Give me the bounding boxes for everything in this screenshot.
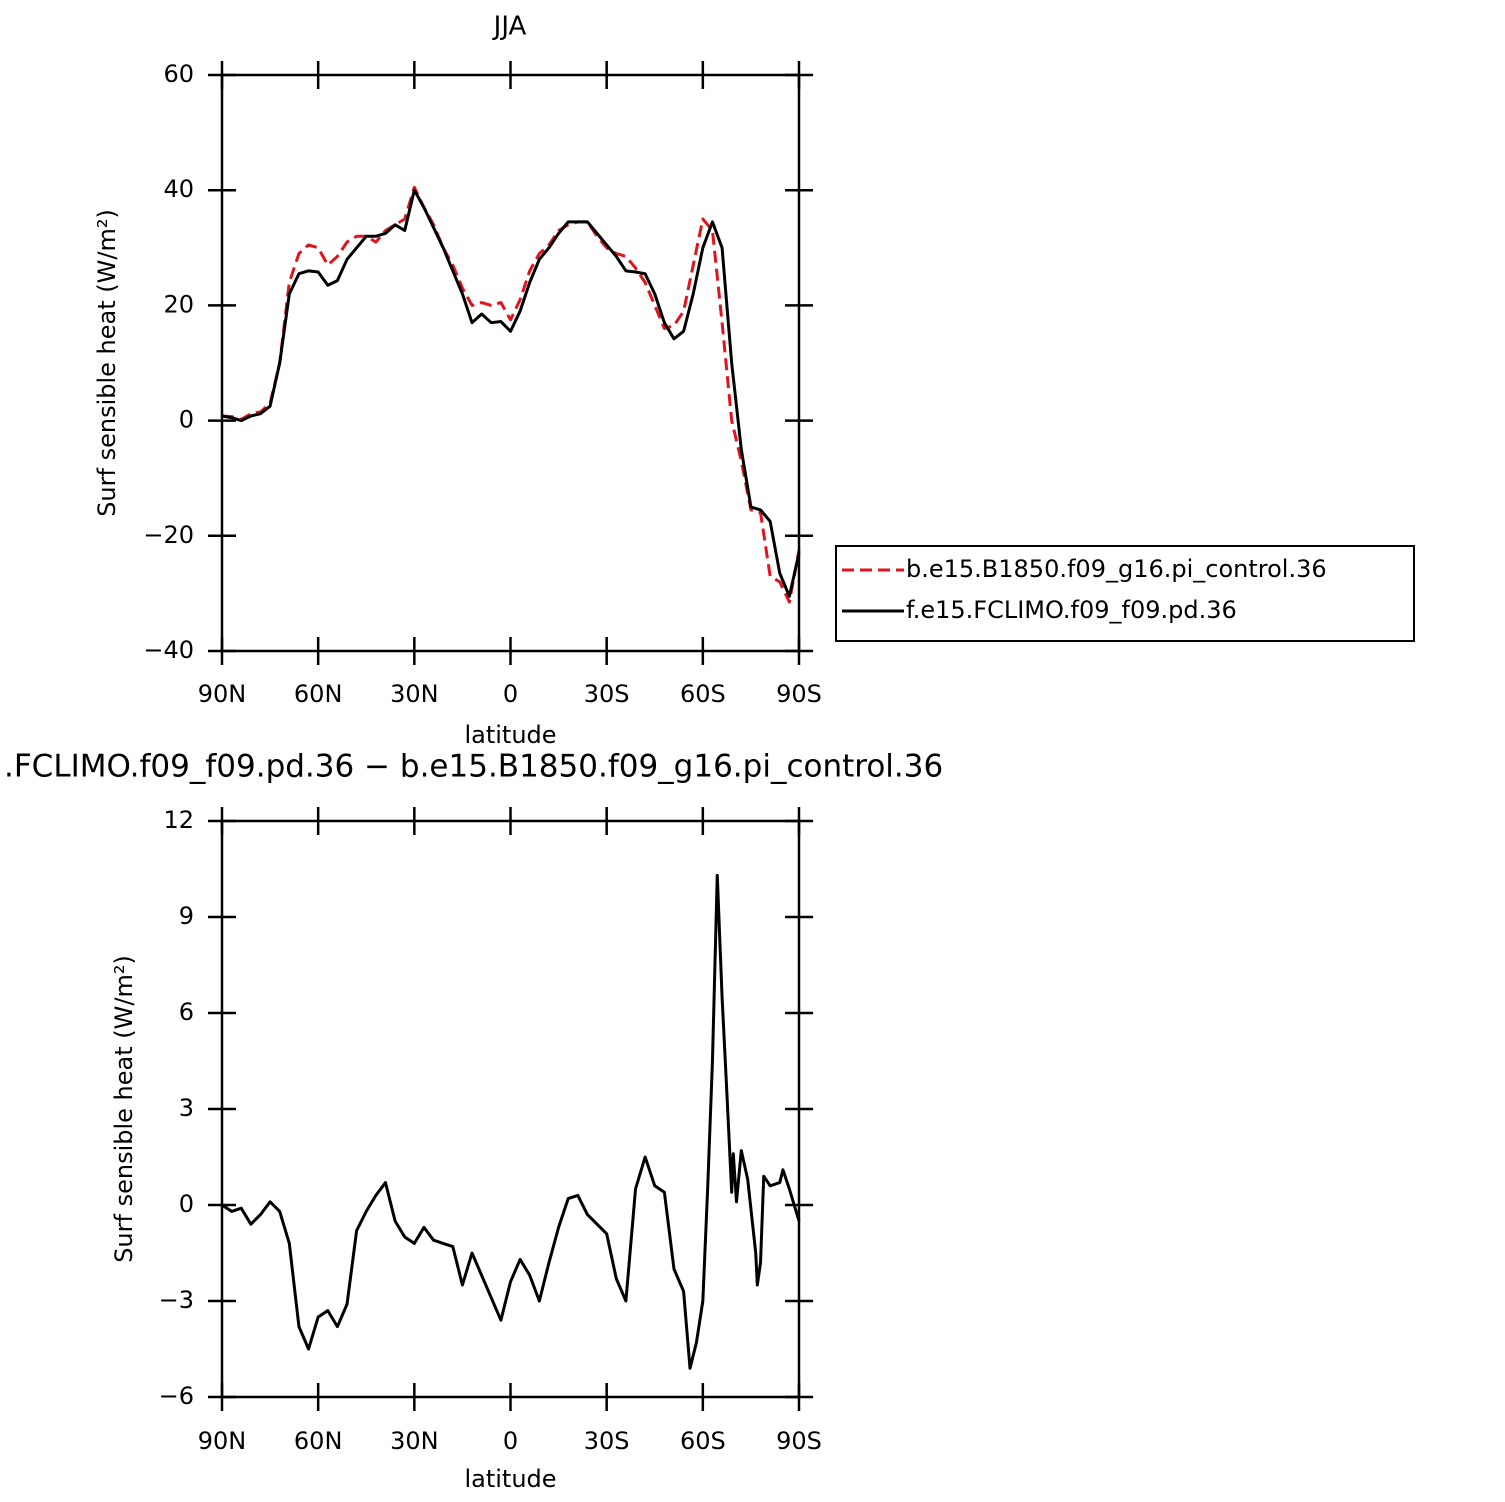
x-tick-label: 90N	[198, 1427, 247, 1455]
x-tick-label: 60S	[680, 680, 726, 708]
x-tick-label: 30S	[584, 680, 630, 708]
x-tick-label: 0	[503, 680, 518, 708]
legend-label: f.e15.FCLIMO.f09_f09.pd.36	[906, 596, 1237, 624]
x-tick-label: 30N	[390, 1427, 439, 1455]
plot-frame	[220, 819, 801, 1399]
x-tick-label: 0	[503, 1427, 518, 1455]
x-tick-label: 30N	[390, 680, 439, 708]
y-tick-label: 0	[179, 1190, 194, 1218]
plot-frame	[220, 73, 801, 653]
x-axis-label: latitude	[464, 721, 556, 749]
y-tick-label: 12	[163, 806, 194, 834]
y-axis-label: Surf sensible heat (W/m²)	[110, 955, 138, 1263]
x-tick-label: 60S	[680, 1427, 726, 1455]
data-line	[221, 188, 801, 598]
y-axis-label: Surf sensible heat (W/m²)	[93, 209, 121, 517]
x-tick-label: 60N	[294, 680, 343, 708]
y-tick-label: 60	[163, 60, 194, 88]
y-tick-label: 6	[179, 998, 194, 1026]
y-tick-label: 40	[163, 175, 194, 203]
x-axis-label: latitude	[464, 1465, 556, 1493]
legend-box	[835, 545, 1415, 642]
x-tick-label: 90S	[776, 680, 822, 708]
data-line	[221, 185, 801, 604]
y-tick-label: −6	[159, 1382, 194, 1410]
x-tick-label: 30S	[584, 1427, 630, 1455]
y-tick-label: 9	[179, 902, 194, 930]
y-tick-label: 0	[179, 406, 194, 434]
y-tick-label: 3	[179, 1094, 194, 1122]
y-tick-label: −40	[143, 636, 194, 664]
chart-title: JJA	[492, 12, 527, 42]
chart-title: .FCLIMO.f09_f09.pd.36 − b.e15.B1850.f09_…	[4, 749, 943, 785]
y-tick-label: −3	[159, 1286, 194, 1314]
x-tick-label: 60N	[294, 1427, 343, 1455]
data-line	[221, 873, 801, 1370]
x-tick-label: 90N	[198, 680, 247, 708]
x-tick-label: 90S	[776, 1427, 822, 1455]
legend-label: b.e15.B1850.f09_g16.pi_control.36	[906, 555, 1327, 583]
y-tick-label: −20	[143, 521, 194, 549]
y-tick-label: 20	[163, 290, 194, 318]
